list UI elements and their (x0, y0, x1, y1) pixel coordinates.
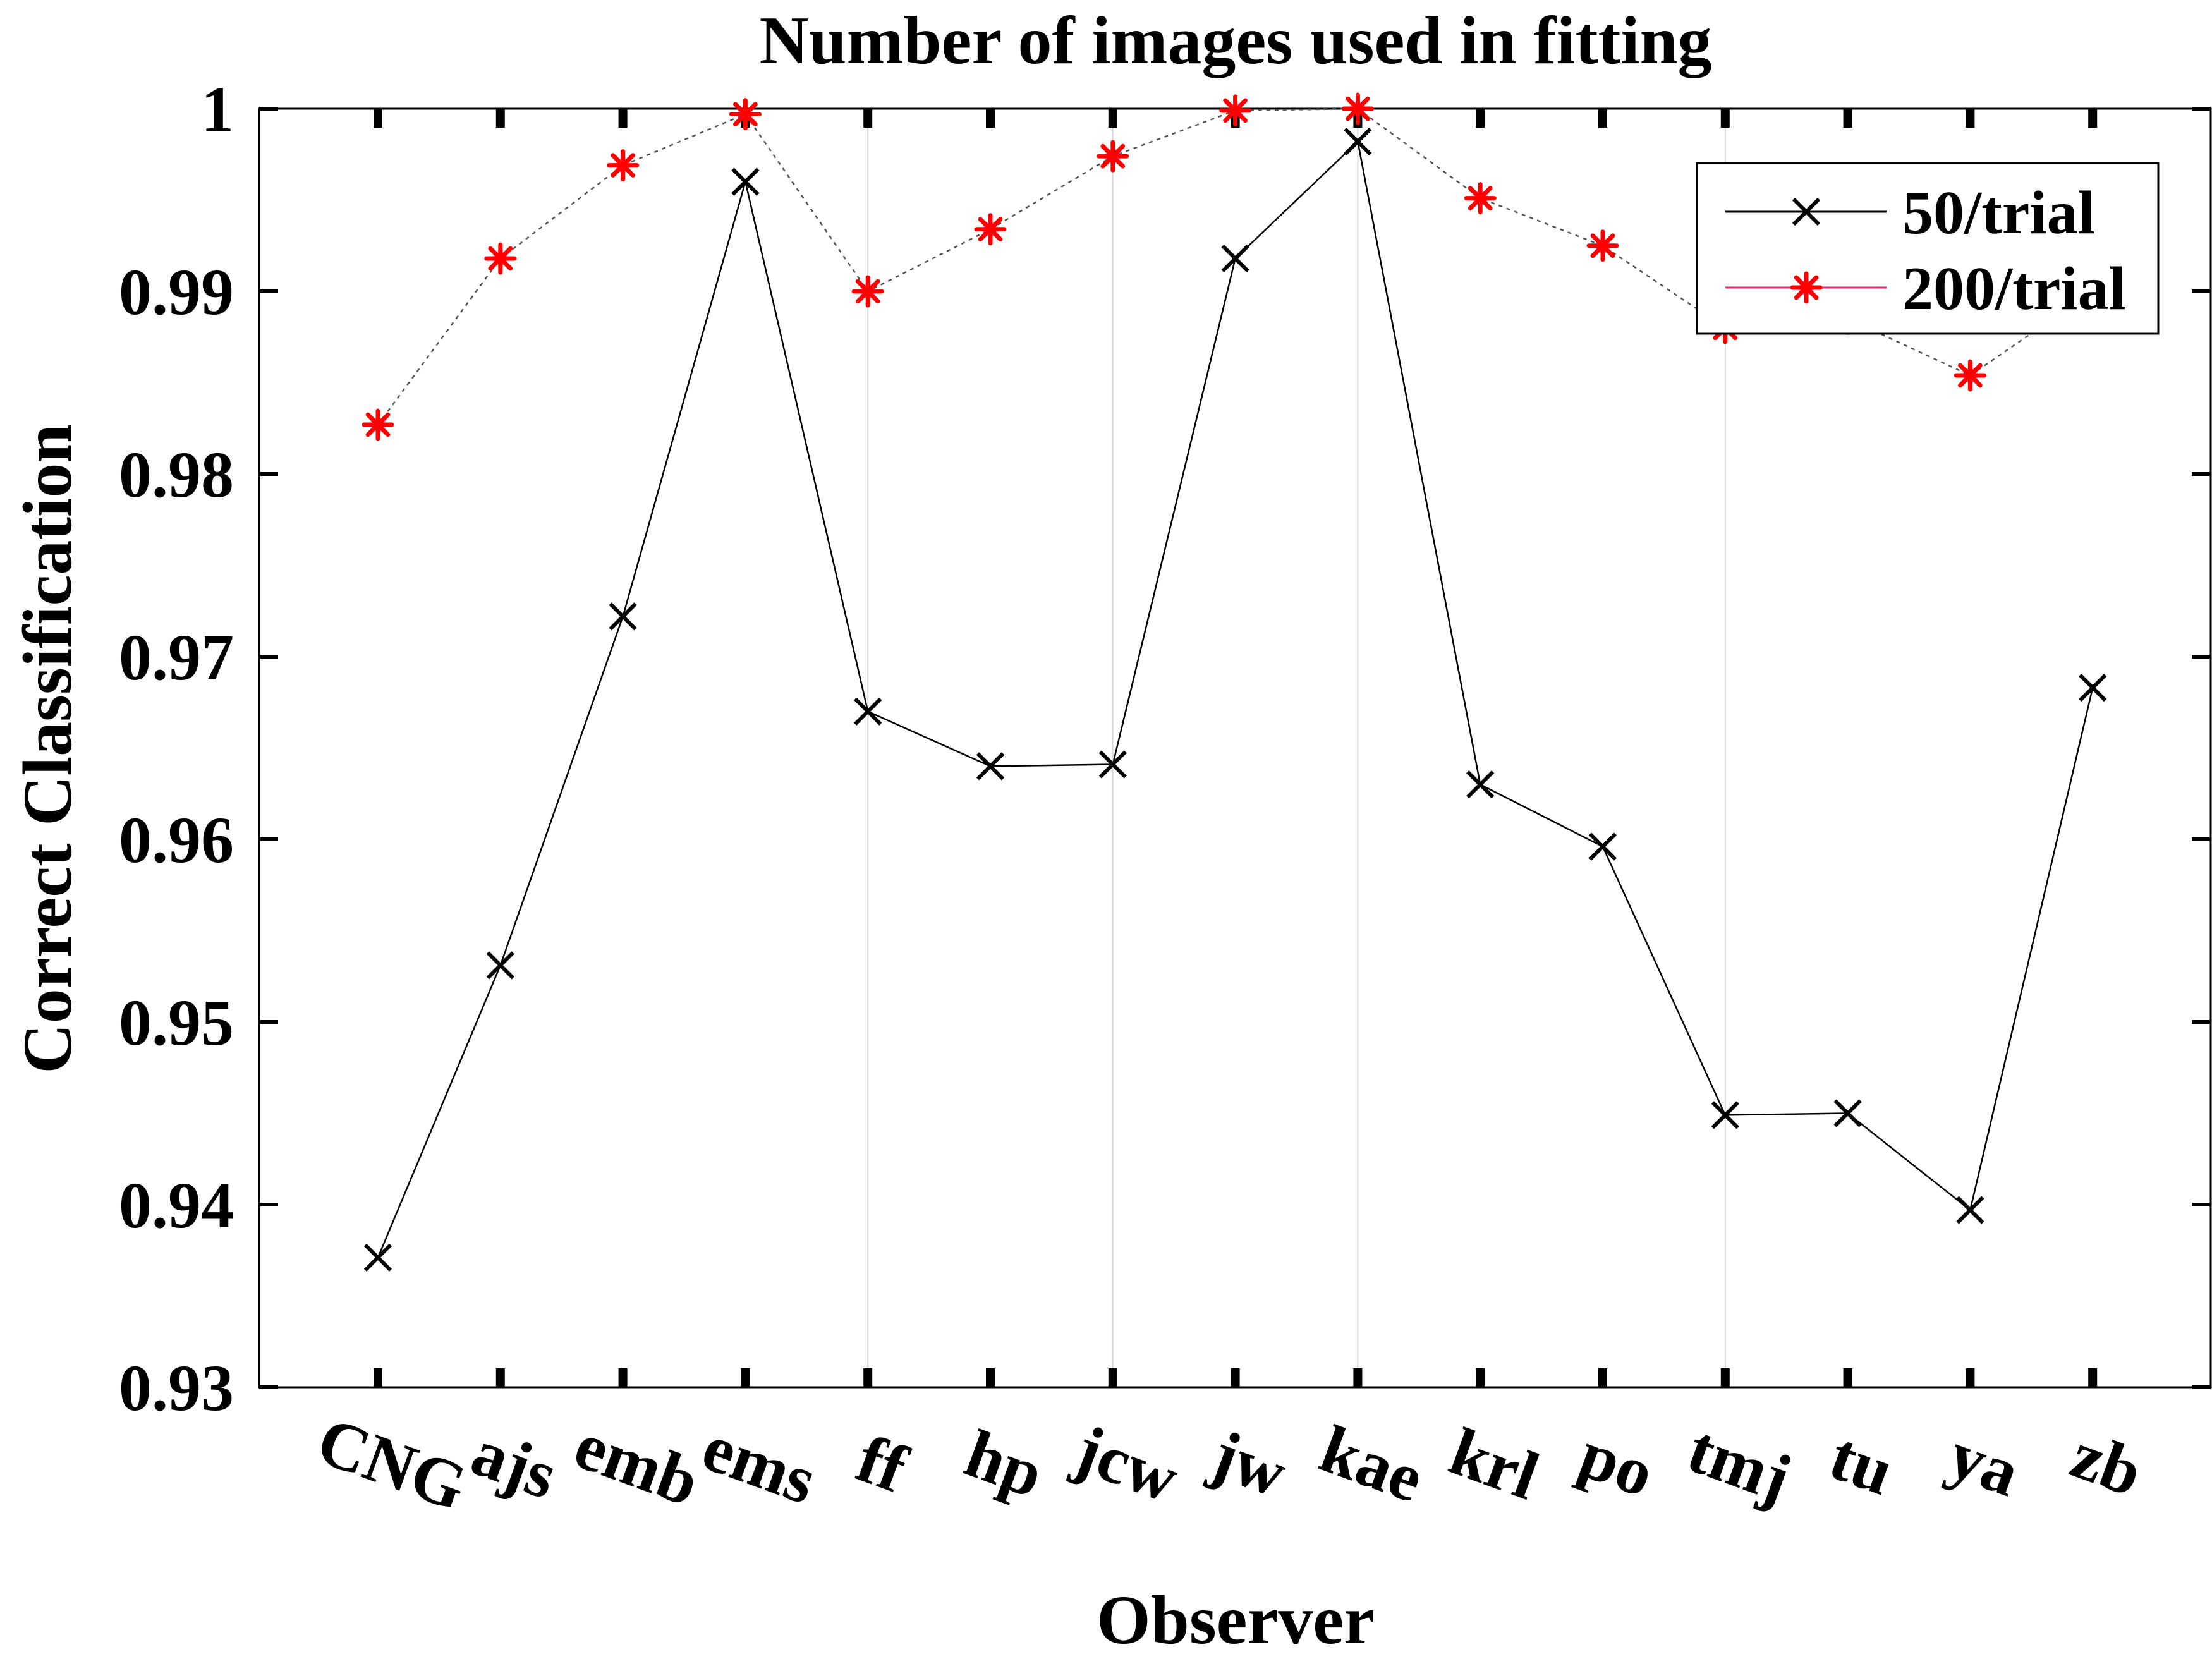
marker-star-stroke (855, 279, 880, 304)
marker-x-stroke (1466, 770, 1495, 799)
marker-star-stroke (1346, 96, 1370, 121)
data-point (1098, 750, 1127, 779)
marker-star-stroke (733, 102, 758, 127)
y-axis-label: Correct Classification (9, 424, 86, 1073)
marker-star-stroke (1590, 233, 1615, 258)
marker-star-stroke (978, 217, 1003, 242)
data-point (1711, 1101, 1739, 1129)
marker-x-stroke (1711, 1101, 1739, 1129)
marker-x-stroke (363, 1243, 392, 1272)
x-axis-label: Observer (1097, 1581, 1375, 1658)
data-point (2079, 674, 2107, 702)
y-tick-label: 0.94 (119, 1169, 234, 1242)
marker-x-stroke (1221, 244, 1249, 273)
legend-label: 50/trial (1902, 179, 2095, 247)
legend-entry: 200/trial (1725, 255, 2126, 323)
marker-x-stroke (976, 752, 1005, 781)
data-point (1221, 244, 1249, 273)
marker-x-stroke (609, 602, 637, 631)
data-point (976, 752, 1005, 781)
y-tick-label: 0.96 (119, 804, 234, 877)
series-0 (363, 127, 2107, 1272)
legend-box (1696, 162, 2160, 335)
y-tick-label: 0.97 (119, 621, 234, 694)
legend-label: 200/trial (1902, 255, 2126, 323)
marker-star-stroke (1100, 143, 1126, 169)
y-tick-label: 1 (201, 73, 234, 146)
marker-x-stroke (1956, 1196, 1984, 1224)
marker-star-stroke (611, 153, 635, 178)
marker-x-stroke (1588, 832, 1617, 861)
marker-x-stroke (1344, 127, 1372, 156)
legend-entry: 50/trial (1725, 179, 2095, 247)
marker-x-stroke (2079, 674, 2107, 702)
data-point (363, 1243, 392, 1272)
marker-star-stroke (1468, 186, 1493, 210)
data-point (1464, 182, 1497, 215)
data-point (854, 697, 882, 726)
marker-star-stroke (488, 246, 513, 271)
legend: 50/trial 200/trial (1696, 162, 2160, 335)
axis-ticks (259, 107, 2211, 1389)
marker-star-stroke (1794, 275, 1819, 300)
data-point (851, 275, 884, 308)
data-point (1219, 94, 1252, 127)
data-point (974, 213, 1007, 246)
data-point (609, 602, 637, 631)
data-point (729, 98, 762, 131)
y-tick-label: 0.95 (119, 987, 234, 1059)
data-point (1344, 127, 1372, 156)
data-point (731, 167, 760, 196)
data-point (1588, 832, 1617, 861)
data-point (1956, 1196, 1984, 1224)
marker-x-stroke (1792, 197, 1821, 226)
marker-x-stroke (731, 167, 760, 196)
marker-x-stroke (1833, 1099, 1862, 1127)
data-point (486, 951, 514, 980)
chart-title: Number of images used in fitting (759, 3, 1711, 78)
data-point (484, 242, 517, 275)
y-tick-label: 0.98 (119, 439, 234, 511)
marker-x-stroke (854, 697, 882, 726)
y-tick-label: 0.93 (119, 1352, 234, 1425)
data-point (1097, 140, 1129, 173)
data-point (1341, 92, 1374, 125)
data-point (362, 408, 394, 441)
y-tick-label: 0.99 (119, 256, 234, 329)
marker-star-stroke (365, 412, 391, 437)
y-tick-labels: 0.93 0.94 0.95 0.96 0.97 0.98 0.99 1 (119, 73, 234, 1425)
marker-star-stroke (1223, 98, 1248, 123)
data-point (1954, 359, 1986, 392)
marker-star-stroke (1958, 363, 1983, 388)
marker-x-stroke (486, 951, 514, 980)
data-point (607, 149, 640, 182)
data-point (1833, 1099, 1862, 1127)
data-point (1586, 229, 1619, 262)
marker-x-stroke (1098, 750, 1127, 779)
data-point (1466, 770, 1495, 799)
